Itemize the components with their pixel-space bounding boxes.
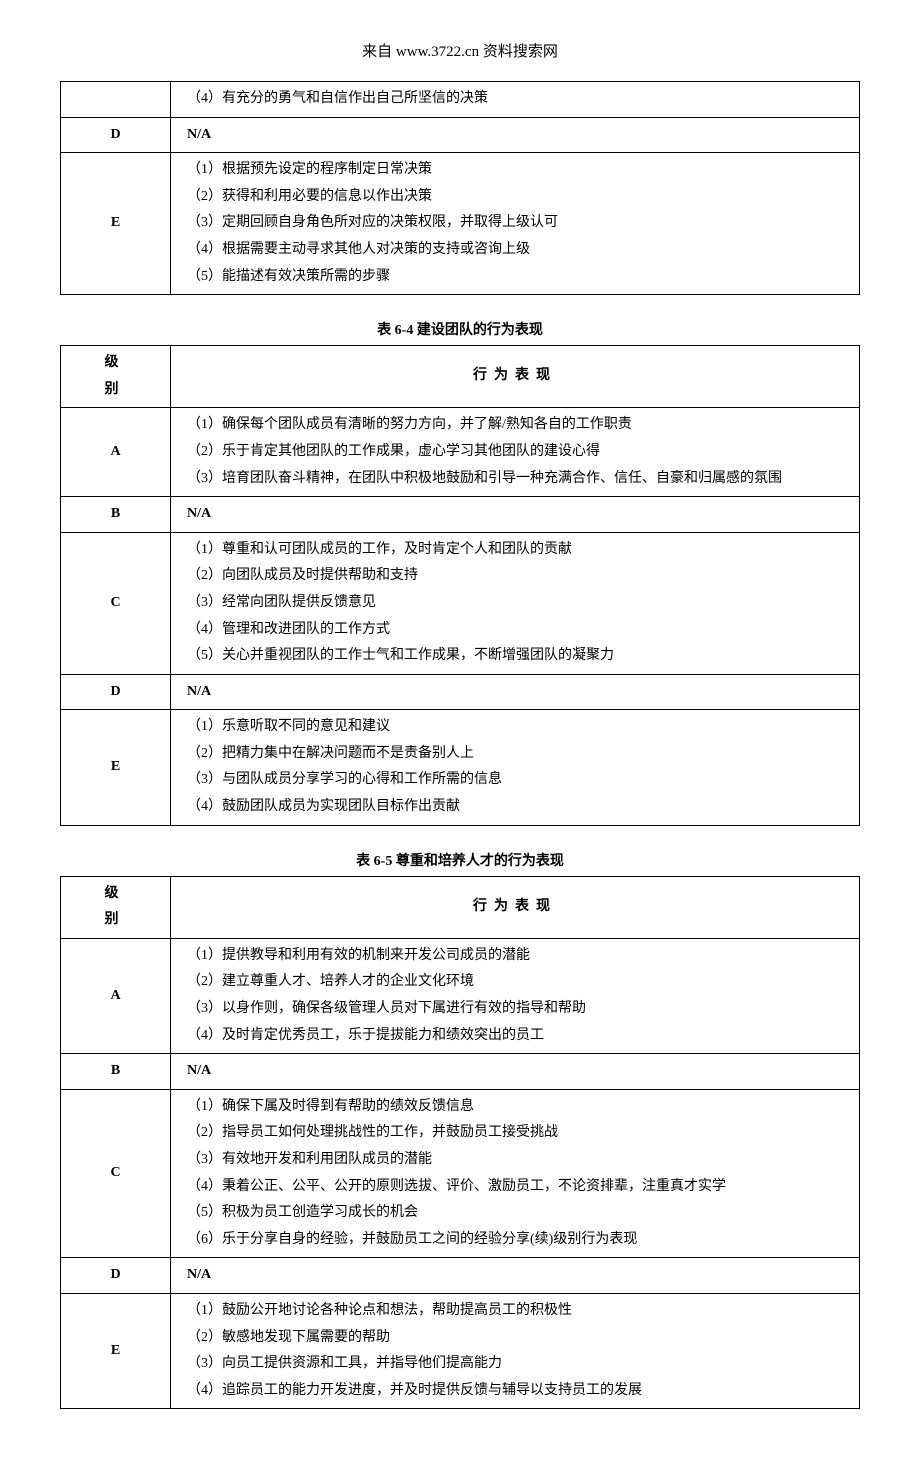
table-row-behavior: （1）鼓励公开地讨论各种论点和想法，帮助提高员工的积极性（2）敏感地发现下属需要… (171, 1293, 860, 1408)
behavior-item: N/A (187, 1058, 851, 1085)
table-row-level: A (61, 938, 171, 1053)
behavior-item: N/A (187, 122, 851, 149)
table-row-level: E (61, 710, 171, 825)
table-row-behavior: N/A (171, 117, 860, 153)
behavior-item: （4）鼓励团队成员为实现团队目标作出贡献 (187, 794, 851, 821)
table-row-behavior: （1）确保下属及时得到有帮助的绩效反馈信息（2）指导员工如何处理挑战性的工作，并… (171, 1089, 860, 1258)
behavior-item: （4）管理和改进团队的工作方式 (187, 617, 851, 644)
behavior-item: （1）乐意听取不同的意见和建议 (187, 714, 851, 741)
table-row-behavior: N/A (171, 1258, 860, 1294)
behavior-item: N/A (187, 501, 851, 528)
table-row-behavior: N/A (171, 674, 860, 710)
behavior-item: （2）乐于肯定其他团队的工作成果，虚心学习其他团队的建设心得 (187, 439, 851, 466)
behavior-item: （2）向团队成员及时提供帮助和支持 (187, 563, 851, 590)
behavior-item: （2）获得和利用必要的信息以作出决策 (187, 184, 851, 211)
behavior-item: （2）建立尊重人才、培养人才的企业文化环境 (187, 969, 851, 996)
table-header-level: 级别 (61, 346, 171, 408)
table-header-behavior: 行为表现 (171, 876, 860, 938)
table-top-fragment: （4）有充分的勇气和自信作出自己所坚信的决策DN/AE（1）根据预先设定的程序制… (60, 81, 860, 295)
page-header: 来自 www.3722.cn 资料搜索网 (60, 40, 860, 61)
table-row-level: D (61, 1258, 171, 1294)
behavior-item: （4）有充分的勇气和自信作出自己所坚信的决策 (187, 86, 851, 113)
table-row-behavior: （1）根据预先设定的程序制定日常决策（2）获得和利用必要的信息以作出决策（3）定… (171, 153, 860, 295)
table-64-caption: 表 6-4 建设团队的行为表现 (60, 319, 860, 339)
behavior-item: （6）乐于分享自身的经验，并鼓励员工之间的经验分享(续)级别行为表现 (187, 1227, 851, 1254)
table-row-level: D (61, 117, 171, 153)
table-row-level: C (61, 532, 171, 674)
behavior-item: （4）秉着公正、公平、公开的原则选拔、评价、激励员工，不论资排辈，注重真才实学 (187, 1174, 851, 1201)
behavior-item: （5）能描述有效决策所需的步骤 (187, 264, 851, 291)
behavior-item: （4）及时肯定优秀员工，乐于提拔能力和绩效突出的员工 (187, 1023, 851, 1050)
table-row-level (61, 82, 171, 118)
table-row-behavior: N/A (171, 497, 860, 533)
table-row-level: D (61, 674, 171, 710)
behavior-item: （3）经常向团队提供反馈意见 (187, 590, 851, 617)
table-row-level: E (61, 1293, 171, 1408)
table-row-level: C (61, 1089, 171, 1258)
behavior-item: （1）提供教导和利用有效的机制来开发公司成员的潜能 (187, 943, 851, 970)
behavior-item: （5）关心并重视团队的工作士气和工作成果，不断增强团队的凝聚力 (187, 643, 851, 670)
behavior-item: （1）确保每个团队成员有清晰的努力方向，并了解/熟知各自的工作职责 (187, 412, 851, 439)
table-row-behavior: （1）尊重和认可团队成员的工作，及时肯定个人和团队的贡献（2）向团队成员及时提供… (171, 532, 860, 674)
table-row-behavior: N/A (171, 1054, 860, 1090)
table-65-caption: 表 6-5 尊重和培养人才的行为表现 (60, 850, 860, 870)
behavior-item: N/A (187, 679, 851, 706)
behavior-item: （2）把精力集中在解决问题而不是责备别人上 (187, 741, 851, 768)
behavior-item: N/A (187, 1262, 851, 1289)
table-row-level: A (61, 408, 171, 497)
table-row-level: B (61, 1054, 171, 1090)
behavior-item: （3）与团队成员分享学习的心得和工作所需的信息 (187, 767, 851, 794)
table-64: 级别 行为表现 A（1）确保每个团队成员有清晰的努力方向，并了解/熟知各自的工作… (60, 345, 860, 826)
table-header-level: 级别 (61, 876, 171, 938)
behavior-item: （3）向员工提供资源和工具，并指导他们提高能力 (187, 1351, 851, 1378)
table-row-behavior: （1）提供教导和利用有效的机制来开发公司成员的潜能（2）建立尊重人才、培养人才的… (171, 938, 860, 1053)
table-row-level: E (61, 153, 171, 295)
table-row-behavior: （1）确保每个团队成员有清晰的努力方向，并了解/熟知各自的工作职责（2）乐于肯定… (171, 408, 860, 497)
behavior-item: （1）根据预先设定的程序制定日常决策 (187, 157, 851, 184)
behavior-item: （3）有效地开发和利用团队成员的潜能 (187, 1147, 851, 1174)
behavior-item: （4）追踪员工的能力开发进度，并及时提供反馈与辅导以支持员工的发展 (187, 1378, 851, 1405)
behavior-item: （4）根据需要主动寻求其他人对决策的支持或咨询上级 (187, 237, 851, 264)
behavior-item: （3）定期回顾自身角色所对应的决策权限，并取得上级认可 (187, 210, 851, 237)
table-row-level: B (61, 497, 171, 533)
behavior-item: （5）积极为员工创造学习成长的机会 (187, 1200, 851, 1227)
behavior-item: （3）培育团队奋斗精神，在团队中积极地鼓励和引导一种充满合作、信任、自豪和归属感… (187, 466, 851, 493)
behavior-item: （3）以身作则，确保各级管理人员对下属进行有效的指导和帮助 (187, 996, 851, 1023)
table-row-behavior: （4）有充分的勇气和自信作出自己所坚信的决策 (171, 82, 860, 118)
behavior-item: （1）尊重和认可团队成员的工作，及时肯定个人和团队的贡献 (187, 537, 851, 564)
table-header-behavior: 行为表现 (171, 346, 860, 408)
table-row-behavior: （1）乐意听取不同的意见和建议（2）把精力集中在解决问题而不是责备别人上（3）与… (171, 710, 860, 825)
behavior-item: （1）确保下属及时得到有帮助的绩效反馈信息 (187, 1094, 851, 1121)
table-65: 级别 行为表现 A（1）提供教导和利用有效的机制来开发公司成员的潜能（2）建立尊… (60, 876, 860, 1410)
behavior-item: （2）敏感地发现下属需要的帮助 (187, 1325, 851, 1352)
behavior-item: （2）指导员工如何处理挑战性的工作，并鼓励员工接受挑战 (187, 1120, 851, 1147)
